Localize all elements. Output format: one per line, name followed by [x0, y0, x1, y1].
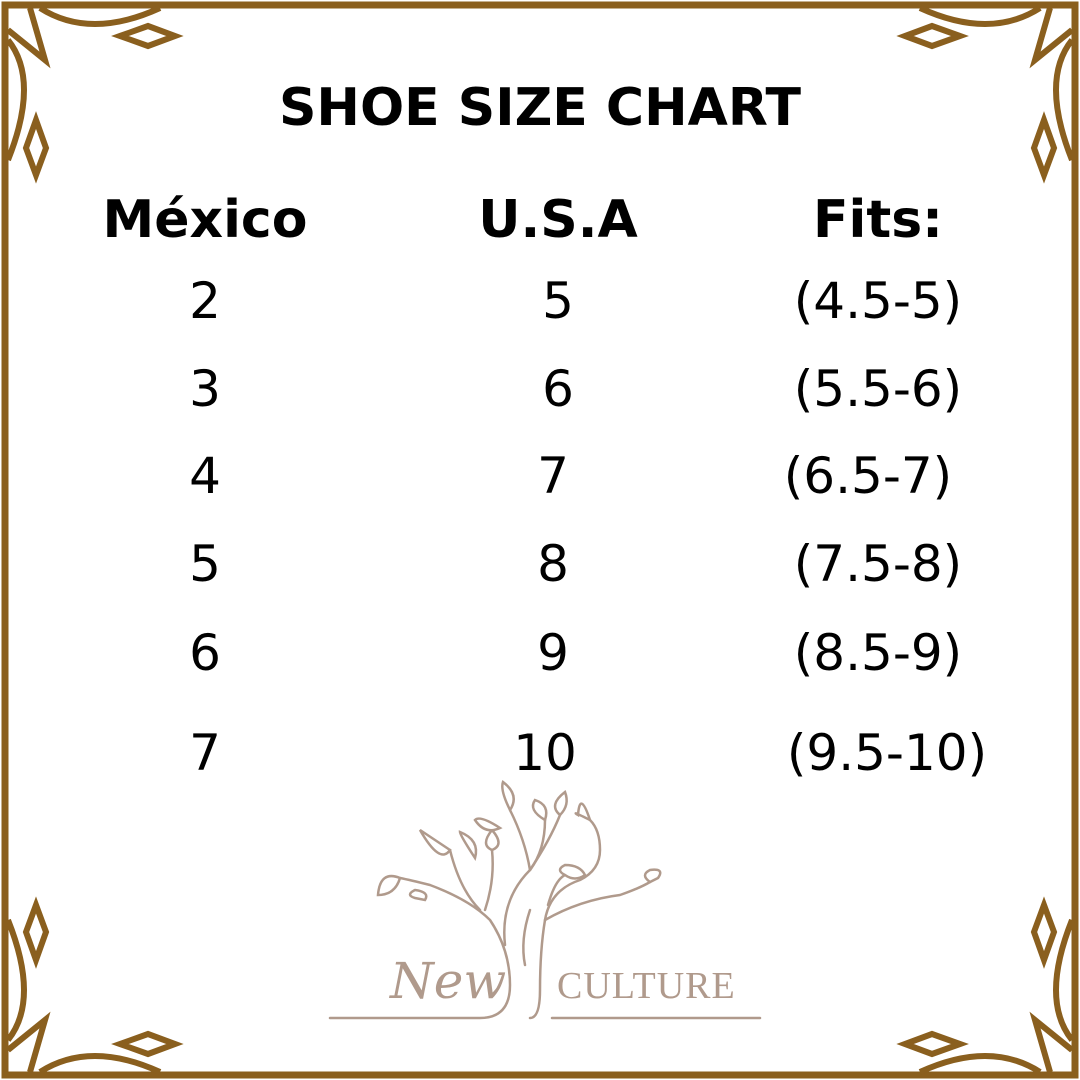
cell-usa: 6: [542, 360, 574, 418]
cell-usa: 7: [537, 447, 569, 505]
logo-word-culture: CULTURE: [557, 965, 736, 1007]
cell-mexico: 2: [189, 272, 221, 330]
cell-fits: (8.5-9): [793, 624, 963, 682]
page-title: SHOE SIZE CHART: [278, 78, 802, 138]
corner-ornament-bottom-left: [8, 905, 175, 1072]
cell-usa: 10: [513, 724, 577, 782]
logo-word-new: New: [389, 952, 506, 1010]
cell-usa: 9: [537, 624, 569, 682]
cell-fits: (7.5-8): [793, 535, 963, 593]
header-fits: Fits:: [813, 190, 943, 250]
cell-fits: (5.5-6): [793, 360, 963, 418]
header-usa: U.S.A: [478, 190, 638, 250]
cell-mexico: 6: [189, 624, 221, 682]
cell-fits: (6.5-7): [783, 447, 953, 505]
cell-fits: (4.5-5): [793, 272, 963, 330]
cell-fits: (9.5-10): [786, 724, 988, 782]
corner-ornament-bottom-right: [905, 905, 1072, 1072]
cell-mexico: 7: [189, 724, 221, 782]
cell-mexico: 5: [189, 535, 221, 593]
header-mexico: México: [102, 190, 308, 250]
new-culture-logo: New CULTURE: [328, 779, 762, 1020]
cell-mexico: 3: [189, 360, 221, 418]
cell-usa: 8: [537, 535, 569, 593]
cell-mexico: 4: [189, 447, 221, 505]
cell-usa: 5: [542, 272, 574, 330]
